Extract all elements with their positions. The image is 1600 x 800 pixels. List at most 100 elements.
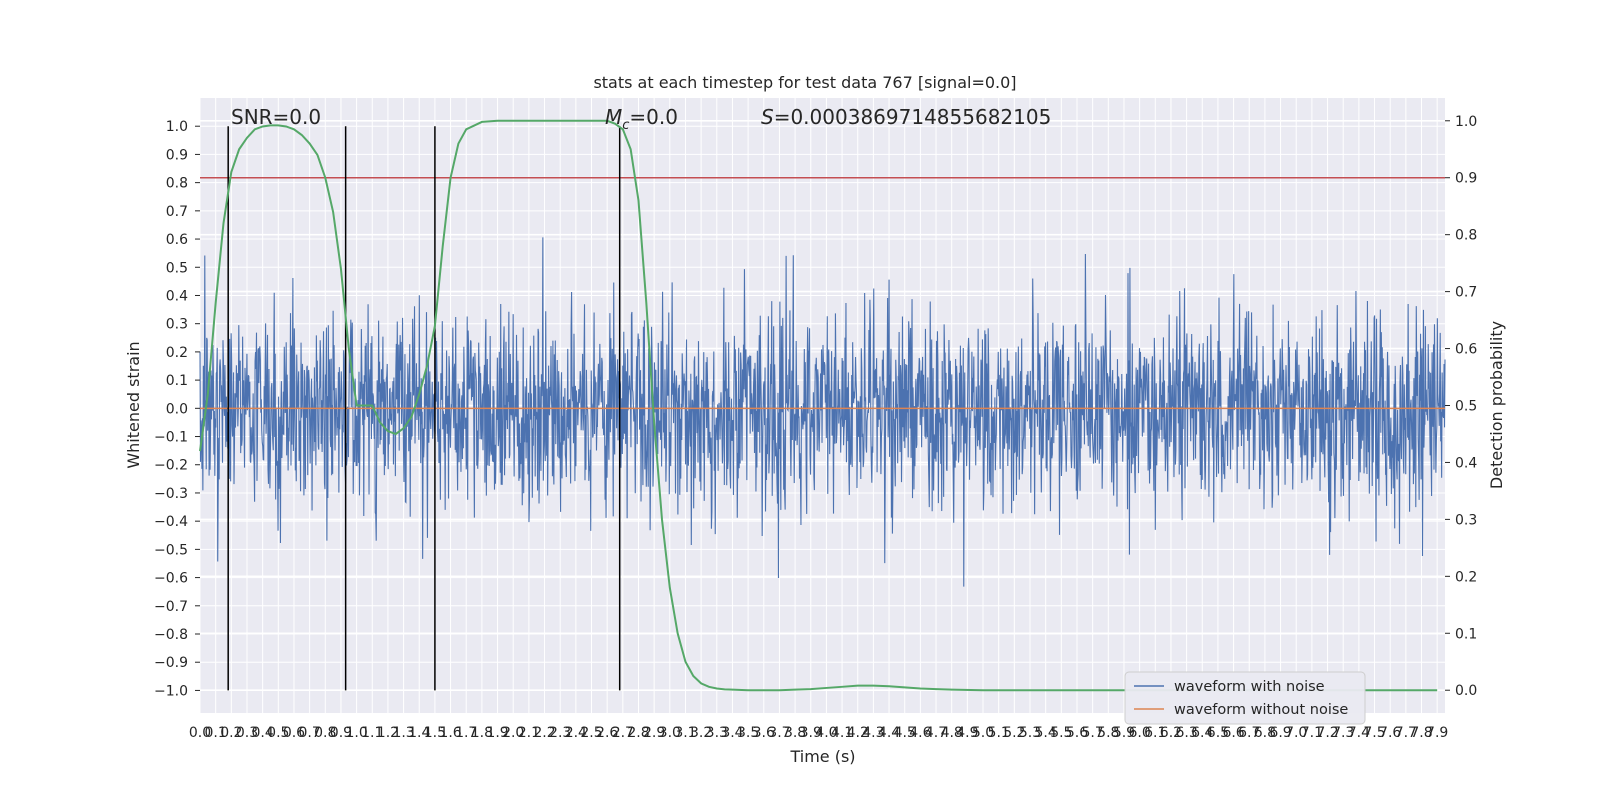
series-line-detection-probability (199, 119, 1438, 692)
left-y-tick-label: −0.7 (154, 599, 188, 615)
right-y-tick-label: 0.9 (1455, 171, 1477, 187)
x-tick-label: 2.2 (533, 725, 555, 741)
x-tick-label: 3.9 (800, 725, 822, 741)
legend-box (1124, 671, 1366, 725)
left-y-tick-label: 0.3 (166, 317, 188, 333)
x-tick-label: 0.1 (205, 725, 227, 741)
x-tick-label: 4.9 (956, 725, 978, 741)
right-y-axis-label: Detection probability (1487, 321, 1506, 489)
event-marker-lines (227, 126, 621, 691)
x-tick-label: 5.3 (1019, 725, 1041, 741)
right-y-tick-label: 0.7 (1455, 285, 1477, 301)
right-y-tick-label: 0.4 (1455, 455, 1477, 471)
x-tick-label: 1.9 (486, 725, 508, 741)
x-tick-label: 0.2 (220, 725, 242, 741)
x-tick-label: 0.4 (252, 725, 274, 741)
left-y-tick-label: 1.0 (166, 119, 188, 135)
x-tick-label: 1.2 (377, 725, 399, 741)
x-tick-label: 6.4 (1191, 725, 1213, 741)
x-tick-label: 7.6 (1379, 725, 1401, 741)
mc-subscript: c (622, 118, 629, 133)
x-tick-label: 3.4 (721, 725, 743, 741)
x-tick-label: 4.3 (862, 725, 884, 741)
left-y-axis-label: Whitened strain (124, 341, 143, 468)
x-tick-label: 4.7 (925, 725, 947, 741)
x-tick-label: 4.4 (878, 725, 900, 741)
x-tick-label: 5.1 (988, 725, 1010, 741)
s-annotation: S=0.0003869714855682105 (761, 105, 1051, 129)
left-y-tick-label: 0.1 (166, 373, 188, 389)
x-tick-label: 3.7 (768, 725, 790, 741)
left-y-tick-label: −0.9 (154, 655, 188, 671)
series-line-waveform-with-noise (199, 237, 1446, 587)
x-tick-label: 7.0 (1285, 725, 1307, 741)
x-tick-label: 0.9 (330, 725, 352, 741)
x-tick-label: 0.7 (298, 725, 320, 741)
legend-label-noise: waveform with noise (1174, 679, 1325, 695)
left-y-tick-label: −0.2 (154, 458, 188, 474)
left-y-tick-label: 0.4 (166, 288, 188, 304)
x-tick-label: 1.1 (361, 725, 383, 741)
x-tick-label: 7.1 (1301, 725, 1323, 741)
x-tick-label: 4.2 (847, 725, 869, 741)
x-tick-label: 5.7 (1082, 725, 1104, 741)
left-y-tick-label: −1.0 (154, 683, 188, 699)
x-tick-label: 6.6 (1222, 725, 1244, 741)
left-y-tick-label: 0.8 (166, 176, 188, 192)
x-tick-label: 5.4 (1035, 725, 1057, 741)
s-symbol: S (761, 105, 774, 129)
x-tick-label: 4.0 (815, 725, 837, 741)
x-tick-label: 3.3 (706, 725, 728, 741)
x-tick-label: 2.0 (502, 725, 524, 741)
left-y-tick-label: −0.6 (154, 571, 188, 587)
x-tick-label: 3.6 (753, 725, 775, 741)
x-tick-label: 6.7 (1238, 725, 1260, 741)
x-tick-label: 3.0 (659, 725, 681, 741)
right-y-tick-label: 0.8 (1455, 228, 1477, 244)
chart-title: stats at each timestep for test data 767… (593, 73, 1016, 92)
x-tick-label: 2.9 (643, 725, 665, 741)
x-tick-label: 7.4 (1348, 725, 1370, 741)
x-tick-label: 1.7 (455, 725, 477, 741)
left-y-axis-ticks: −1.0 −0.9 −0.8 −0.7 −0.6 −0.5 −0.4 −0.3 −0.2 −0.1… (154, 119, 200, 699)
x-tick-label: 5.5 (1050, 725, 1072, 741)
left-y-tick-label: −0.4 (154, 514, 188, 530)
x-tick-label: 7.8 (1410, 725, 1432, 741)
x-tick-label: 6.2 (1160, 725, 1182, 741)
x-tick-label: 2.3 (549, 725, 571, 741)
x-tick-label: 5.2 (1003, 725, 1025, 741)
right-y-tick-label: 1.0 (1455, 114, 1477, 130)
x-tick-label: 4.6 (909, 725, 931, 741)
legend: waveform with noise waveform without noi… (1124, 671, 1366, 725)
x-tick-label: 5.6 (1066, 725, 1088, 741)
x-tick-label: 0.0 (189, 725, 211, 741)
right-y-axis-ticks: 0.0 0.1 0.2 0.3 0.4 0.5 0.6 0.7 0.8 0.9 1.0 (1445, 114, 1477, 699)
x-tick-label: 3.1 (674, 725, 696, 741)
x-tick-label: 0.5 (267, 725, 289, 741)
x-tick-label: 1.5 (424, 725, 446, 741)
x-tick-label: 7.2 (1316, 725, 1338, 741)
x-tick-label: 2.7 (612, 725, 634, 741)
left-y-tick-label: 0.0 (166, 401, 188, 417)
left-y-tick-label: 0.6 (166, 232, 188, 248)
x-tick-label: 3.8 (784, 725, 806, 741)
x-axis-label: Time (s) (789, 747, 855, 766)
right-y-tick-label: 0.3 (1455, 512, 1477, 528)
x-tick-label: 7.7 (1395, 725, 1417, 741)
left-y-tick-label: −0.5 (154, 542, 188, 558)
x-tick-label: 4.1 (831, 725, 853, 741)
left-y-tick-label: 0.7 (166, 204, 188, 220)
x-tick-label: 0.8 (314, 725, 336, 741)
x-tick-label: 1.3 (392, 725, 414, 741)
x-tick-label: 2.6 (596, 725, 618, 741)
x-tick-label: 1.6 (439, 725, 461, 741)
right-y-tick-label: 0.0 (1455, 683, 1477, 699)
right-y-tick-label: 0.2 (1455, 569, 1477, 585)
x-tick-label: 4.5 (894, 725, 916, 741)
x-tick-label: 5.0 (972, 725, 994, 741)
x-tick-label: 2.5 (580, 725, 602, 741)
x-tick-label: 3.5 (737, 725, 759, 741)
left-y-tick-label: 0.2 (166, 345, 188, 361)
x-tick-label: 2.4 (565, 725, 587, 741)
